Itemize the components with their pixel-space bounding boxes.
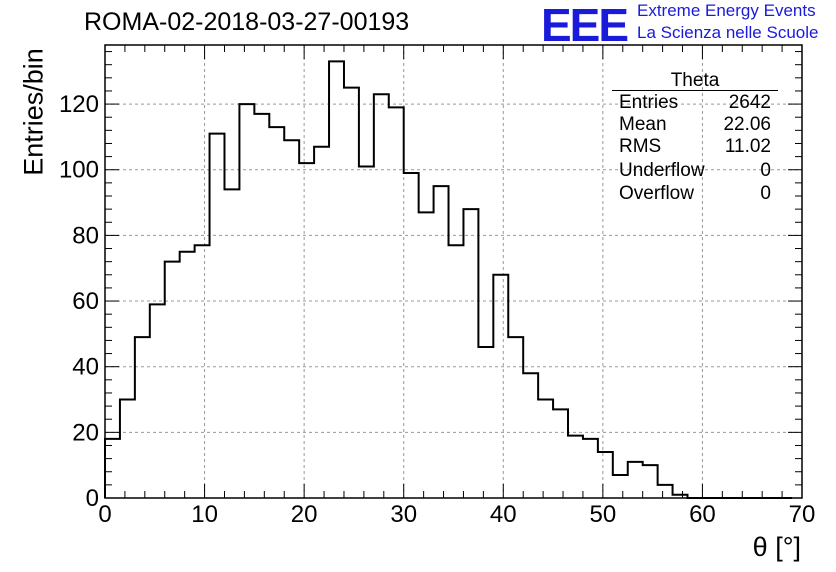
- histogram-bin: [135, 337, 150, 498]
- histogram-bin: [523, 373, 538, 498]
- histogram-bin: [538, 400, 553, 498]
- y-tick-label: 20: [72, 419, 99, 446]
- histogram-bin: [195, 245, 210, 498]
- histogram-bin: [105, 439, 120, 498]
- y-tick-label: 100: [59, 157, 99, 184]
- histogram-bin: [568, 436, 583, 498]
- histogram-bin: [628, 462, 643, 498]
- stat-row-underflow: Underflow 0: [619, 160, 771, 182]
- stat-value: 0: [760, 160, 771, 181]
- histogram-bin: [165, 262, 180, 498]
- x-tick-label: 40: [490, 501, 517, 528]
- histogram-bin: [269, 127, 284, 498]
- histogram-bin: [404, 173, 419, 498]
- x-tick-label: 10: [191, 501, 218, 528]
- stat-value: 0: [760, 183, 771, 204]
- histogram-bin: [120, 400, 135, 498]
- logo-tagline-2: La Scienza nelle Scuole: [637, 23, 819, 42]
- y-axis-label: Entries/bin: [18, 48, 49, 176]
- stats-divider: [612, 90, 778, 91]
- stat-row-entries: Entries 2642: [619, 92, 771, 114]
- histogram-bin: [210, 134, 225, 498]
- histogram-bin: [299, 163, 314, 498]
- histogram-bin: [254, 114, 269, 498]
- x-tick-label: 70: [789, 501, 816, 528]
- y-tick-label: 40: [72, 354, 99, 381]
- histogram-bin: [314, 147, 329, 498]
- y-tick-label: 80: [72, 222, 99, 249]
- histogram-bin: [449, 245, 464, 498]
- histogram-bin: [613, 475, 628, 498]
- histogram-bin: [508, 337, 523, 498]
- histogram-bin: [493, 275, 508, 498]
- histogram-bin: [478, 347, 493, 498]
- histogram-bin: [419, 212, 434, 498]
- stat-value: 22.06: [723, 114, 771, 135]
- histogram-bin: [344, 88, 359, 498]
- stat-label: RMS: [619, 136, 662, 157]
- histogram-outline: [104, 60, 793, 499]
- histogram-bin: [658, 485, 673, 498]
- x-tick-label: 60: [689, 501, 716, 528]
- histogram-bin: [374, 94, 389, 498]
- histogram-bin: [583, 439, 598, 498]
- stat-row-mean: Mean 22.06: [619, 114, 771, 136]
- histogram-bin: [434, 186, 449, 498]
- logo-tagline-1: Extreme Energy Events: [637, 1, 816, 20]
- histogram-bin: [389, 107, 404, 498]
- x-tick-label: 20: [291, 501, 318, 528]
- stat-label: Overflow: [619, 183, 694, 204]
- x-axis-label: θ [°]: [752, 532, 801, 562]
- eee-logo: EEE: [541, 0, 629, 51]
- stat-value: 2642: [728, 92, 771, 113]
- histogram-bin: [224, 189, 239, 498]
- plot-frame: [104, 44, 803, 499]
- histogram-bin: [553, 409, 568, 498]
- y-tick-label: 60: [72, 288, 99, 315]
- histogram-bin: [150, 304, 165, 498]
- histogram-bin: [239, 104, 254, 498]
- y-tick-label: 0: [86, 485, 99, 512]
- histogram-bin: [329, 61, 344, 498]
- x-tick-label: 50: [590, 501, 617, 528]
- stat-row-rms: RMS 11.02: [619, 136, 771, 158]
- x-tick-label: 30: [390, 501, 417, 528]
- stats-title: Theta: [670, 70, 720, 91]
- y-tick-label: 120: [59, 91, 99, 118]
- histogram-bin: [284, 140, 299, 498]
- stat-label: Underflow: [619, 160, 705, 181]
- stat-value: 11.02: [724, 136, 771, 157]
- stat-row-overflow: Overflow 0: [619, 183, 771, 205]
- stat-label: Entries: [619, 92, 679, 113]
- histogram-bin: [180, 252, 195, 498]
- stat-label: Mean: [619, 114, 667, 135]
- histogram-bin: [598, 452, 613, 498]
- x-tick-label: 0: [98, 501, 111, 528]
- run-title: ROMA-02-2018-03-27-00193: [84, 8, 410, 36]
- histogram-bin: [643, 465, 658, 498]
- histogram-bin: [463, 209, 478, 498]
- histogram-bin: [359, 166, 374, 498]
